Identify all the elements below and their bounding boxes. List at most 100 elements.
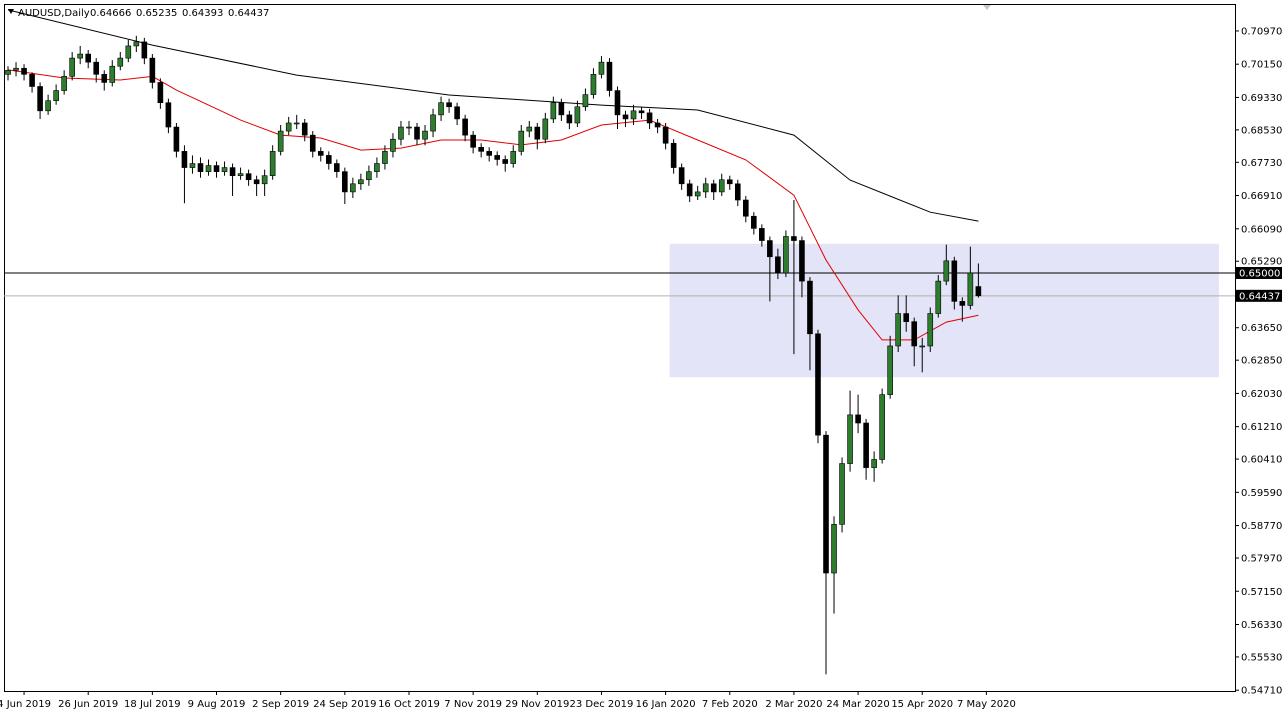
candle-body bbox=[406, 126, 412, 129]
candle-body bbox=[293, 122, 300, 125]
candle-body bbox=[718, 179, 725, 193]
candle-body bbox=[317, 151, 324, 156]
y-tick-label: 0.62030 bbox=[1241, 389, 1282, 400]
price-label: 0.64437 bbox=[1239, 291, 1280, 302]
candle-body bbox=[334, 163, 340, 172]
candle-body bbox=[189, 163, 196, 168]
candle-body bbox=[277, 130, 284, 152]
candle-body bbox=[133, 41, 140, 47]
y-tick-label: 0.57970 bbox=[1241, 554, 1282, 565]
candle-body bbox=[654, 122, 661, 128]
y-tick-label: 0.66910 bbox=[1241, 191, 1282, 202]
candle-body bbox=[606, 61, 613, 91]
x-tick-label: 16 Jan 2020 bbox=[636, 699, 696, 710]
candle-body bbox=[37, 86, 43, 112]
y-tick-label: 0.70150 bbox=[1241, 60, 1282, 71]
candle-body bbox=[181, 151, 188, 168]
y-tick-label: 0.56330 bbox=[1241, 620, 1282, 631]
x-tick-label: 18 Jul 2019 bbox=[124, 699, 181, 710]
x-tick-label: 24 Mar 2020 bbox=[826, 699, 889, 710]
x-tick-label: 2 Sep 2019 bbox=[252, 699, 309, 710]
x-tick-label: 4 Jun 2019 bbox=[0, 699, 51, 710]
candle-body bbox=[775, 256, 781, 274]
candle-body bbox=[839, 463, 845, 525]
candle-body bbox=[470, 134, 476, 148]
candle-body bbox=[325, 155, 332, 164]
candle-body bbox=[743, 199, 749, 217]
candle-body bbox=[261, 175, 268, 185]
candle-body bbox=[422, 130, 428, 140]
candle-body bbox=[574, 106, 581, 124]
candle-body bbox=[582, 94, 589, 108]
candle-body bbox=[751, 215, 757, 229]
candle-body bbox=[205, 165, 212, 172]
y-tick-label: 0.68530 bbox=[1241, 125, 1282, 136]
candle-body bbox=[935, 280, 942, 314]
candle-body bbox=[815, 333, 821, 436]
candle-body bbox=[478, 147, 484, 152]
candle-body bbox=[197, 163, 204, 172]
candle-body bbox=[309, 134, 316, 152]
price-label-box bbox=[1236, 289, 1282, 302]
y-tick-label: 0.60410 bbox=[1241, 455, 1282, 466]
candle-body bbox=[702, 183, 709, 193]
candle-body bbox=[117, 57, 124, 67]
candle-body bbox=[686, 183, 693, 197]
symbol-label: AUDUSD,Daily bbox=[18, 8, 90, 19]
candle-body bbox=[61, 76, 67, 91]
candle-body bbox=[53, 90, 59, 101]
candle-body bbox=[927, 313, 934, 347]
candle-body bbox=[157, 82, 164, 104]
candle-body bbox=[414, 126, 420, 140]
candle-body bbox=[398, 126, 404, 140]
y-tick-label: 0.57150 bbox=[1241, 587, 1282, 598]
candle-body bbox=[847, 414, 853, 464]
candle-body bbox=[694, 191, 701, 197]
candle-body bbox=[903, 313, 909, 322]
y-tick-label: 0.66090 bbox=[1241, 224, 1282, 235]
candle-body bbox=[799, 240, 805, 282]
candle-body bbox=[358, 179, 364, 185]
candle-body bbox=[855, 414, 861, 424]
candle-body bbox=[823, 434, 829, 574]
candle-body bbox=[678, 167, 685, 185]
candle-body bbox=[863, 422, 869, 468]
candle-body bbox=[767, 240, 773, 258]
candle-body bbox=[943, 260, 950, 282]
candle-body bbox=[366, 171, 372, 181]
candle-body bbox=[807, 280, 813, 335]
y-tick-label: 0.55530 bbox=[1241, 652, 1282, 663]
candle-body bbox=[710, 183, 717, 193]
candle-body bbox=[213, 165, 220, 172]
candle-body bbox=[221, 167, 228, 172]
candle-body bbox=[510, 151, 517, 164]
ohlc-label: 0.65235 bbox=[136, 8, 177, 19]
y-tick-label: 0.69330 bbox=[1241, 93, 1282, 104]
candle-body bbox=[285, 122, 292, 132]
candle-body bbox=[462, 118, 468, 136]
candle-body bbox=[502, 159, 509, 164]
x-tick-label: 2 Mar 2020 bbox=[765, 699, 822, 710]
x-tick-label: 7 Nov 2019 bbox=[444, 699, 502, 710]
candle-body bbox=[149, 57, 156, 83]
candle-body bbox=[438, 102, 444, 116]
y-tick-label: 0.63650 bbox=[1241, 323, 1282, 334]
shift-marker bbox=[983, 5, 991, 10]
candle-body bbox=[959, 301, 966, 306]
candle-body bbox=[301, 122, 308, 136]
candle-body bbox=[229, 167, 236, 176]
candle-body bbox=[614, 90, 621, 116]
candle-body bbox=[646, 112, 653, 124]
ohlc-label: 0.64666 bbox=[90, 8, 131, 19]
candle-body bbox=[141, 41, 148, 59]
y-tick-label: 0.65290 bbox=[1241, 257, 1282, 268]
x-tick-label: 7 Feb 2020 bbox=[702, 699, 758, 710]
candle-body bbox=[77, 53, 83, 59]
candle-body bbox=[911, 321, 918, 347]
candle-body bbox=[590, 74, 597, 95]
candle-body bbox=[783, 236, 789, 274]
candle-body bbox=[734, 183, 741, 201]
candle-body bbox=[518, 130, 525, 152]
candle-body bbox=[967, 272, 974, 306]
candle-body bbox=[237, 173, 244, 176]
